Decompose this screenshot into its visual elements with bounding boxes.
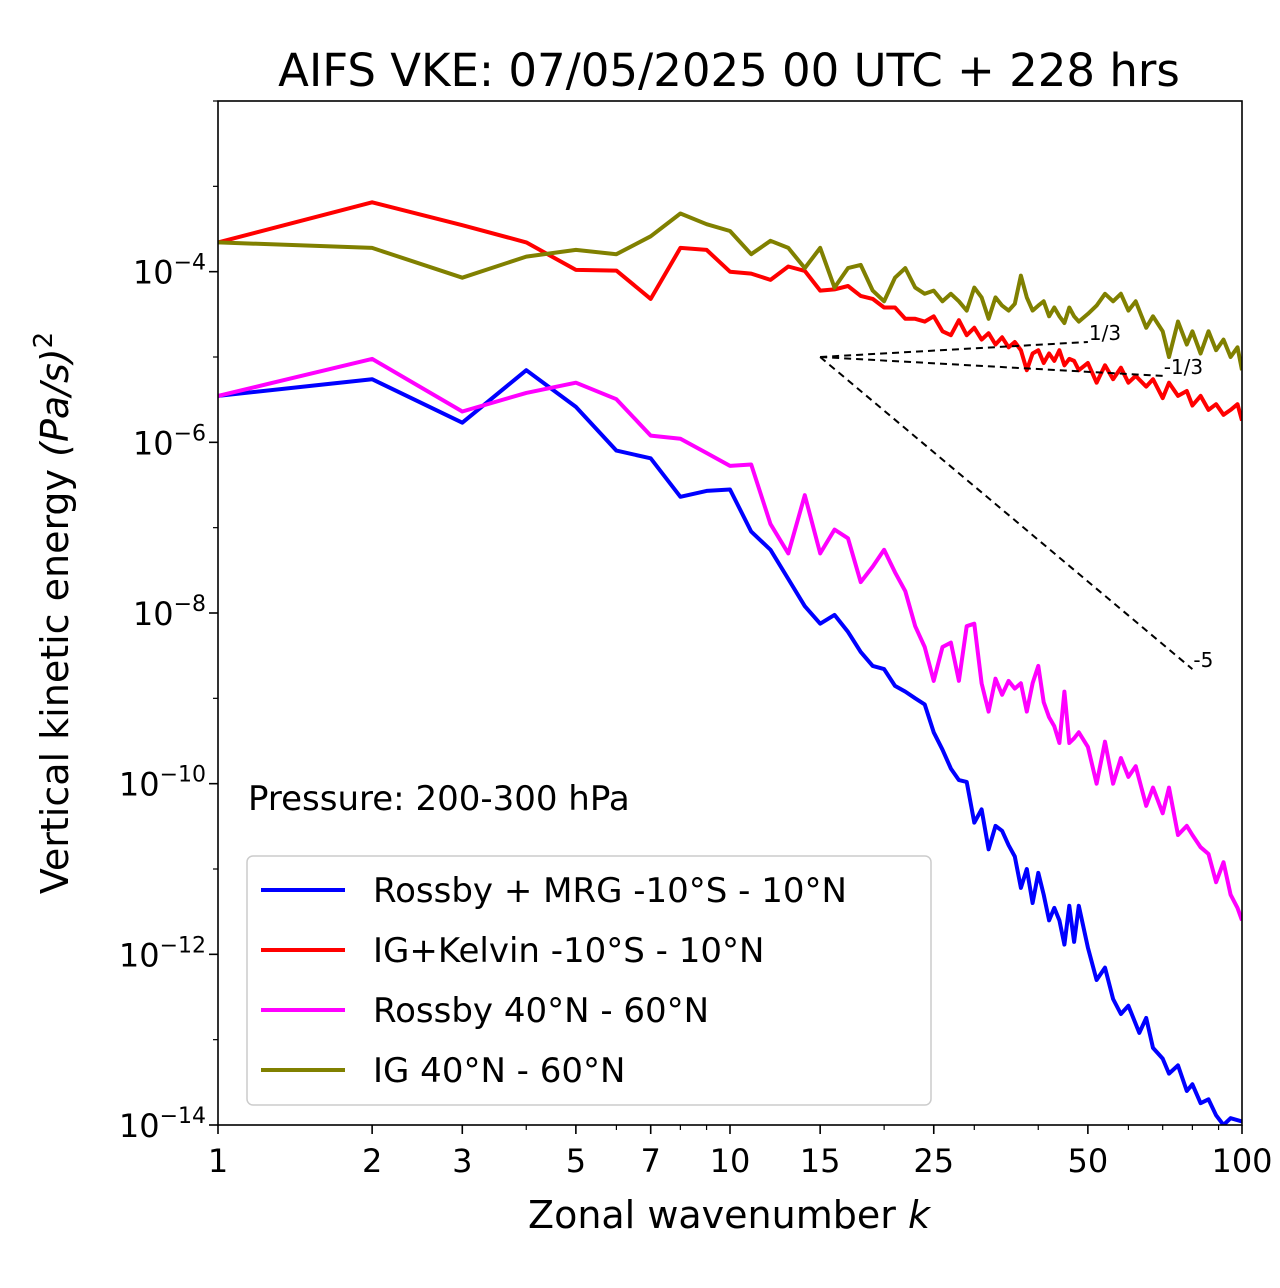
x-tick-label: 10 <box>710 1142 751 1180</box>
reference-line-2 <box>820 356 1163 377</box>
y-tick-label: 10−8 <box>133 592 206 633</box>
x-tick-label: 3 <box>452 1142 472 1180</box>
x-tick-label: 50 <box>1068 1142 1109 1180</box>
x-tick-label: 25 <box>913 1142 954 1180</box>
reference-line-label-3: -5 <box>1193 648 1213 672</box>
y-tick-label: 10−6 <box>133 421 206 462</box>
y-tick-label: 10−14 <box>119 1104 206 1145</box>
y-axis-label-text: Vertical kinetic energy <box>33 469 77 894</box>
svg-text:Vertical kinetic energy: Vertical kinetic energy (Pa/s)2 <box>29 332 77 894</box>
reference-line-3 <box>819 356 1194 670</box>
legend-label-1: Rossby + MRG -10°S - 10°N <box>373 871 847 911</box>
x-tick-label: 5 <box>566 1142 586 1180</box>
x-axis-label-var: k <box>908 1193 932 1237</box>
y-axis-label-unit: (Pa/s) <box>33 348 77 456</box>
reference-line-1 <box>820 340 1088 358</box>
pressure-annotation: Pressure: 200-300 hPa <box>248 779 630 819</box>
y-tick-label: 10−10 <box>119 763 206 804</box>
reference-line-label-2: -1/3 <box>1164 355 1203 379</box>
x-tick-label: 100 <box>1211 1142 1272 1180</box>
legend-box <box>246 855 932 1106</box>
series-line-3 <box>218 356 1242 922</box>
x-tick-label: 15 <box>800 1142 841 1180</box>
y-axis-label: Vertical kinetic energy (Pa/s)2 <box>29 332 77 894</box>
chart-title: AIFS VKE: 07/05/2025 00 UTC + 228 hrs <box>278 44 1180 97</box>
x-axis-label: Zonal wavenumber k <box>528 1193 932 1237</box>
legend-label-4: IG 40°N - 60°N <box>373 1051 625 1091</box>
y-tick-label: 10−4 <box>133 251 206 292</box>
plot-area: 1/3 -1/3 -5 1 2 3 5 7 10 15 25 50 100 10−4 10−6 10−8 10… <box>119 100 1273 1180</box>
series-line-1 <box>218 368 1242 1125</box>
series-line-2 <box>218 200 1242 422</box>
legend-label-2: IG+Kelvin -10°S - 10°N <box>373 931 764 971</box>
axis-ticks: 1 2 3 5 7 10 15 25 50 100 10−4 10−6 10−8 10−10 10−12 10… <box>119 100 1273 1180</box>
y-axis-label-power: 2 <box>29 332 59 349</box>
y-tick-label: 10−12 <box>119 933 206 974</box>
reference-lines: 1/3 -1/3 -5 <box>819 321 1213 672</box>
x-tick-label: 1 <box>208 1142 228 1180</box>
x-axis-label-text: Zonal wavenumber <box>528 1193 896 1237</box>
series-line-4 <box>218 211 1242 371</box>
x-tick-label: 7 <box>641 1142 661 1180</box>
x-tick-label: 2 <box>362 1142 382 1180</box>
series-group <box>218 200 1242 1125</box>
reference-line-label-1: 1/3 <box>1089 321 1121 345</box>
legend-label-3: Rossby 40°N - 60°N <box>373 991 709 1031</box>
legend: Rossby + MRG -10°S - 10°N IG+Kelvin -10°S… <box>246 855 932 1106</box>
